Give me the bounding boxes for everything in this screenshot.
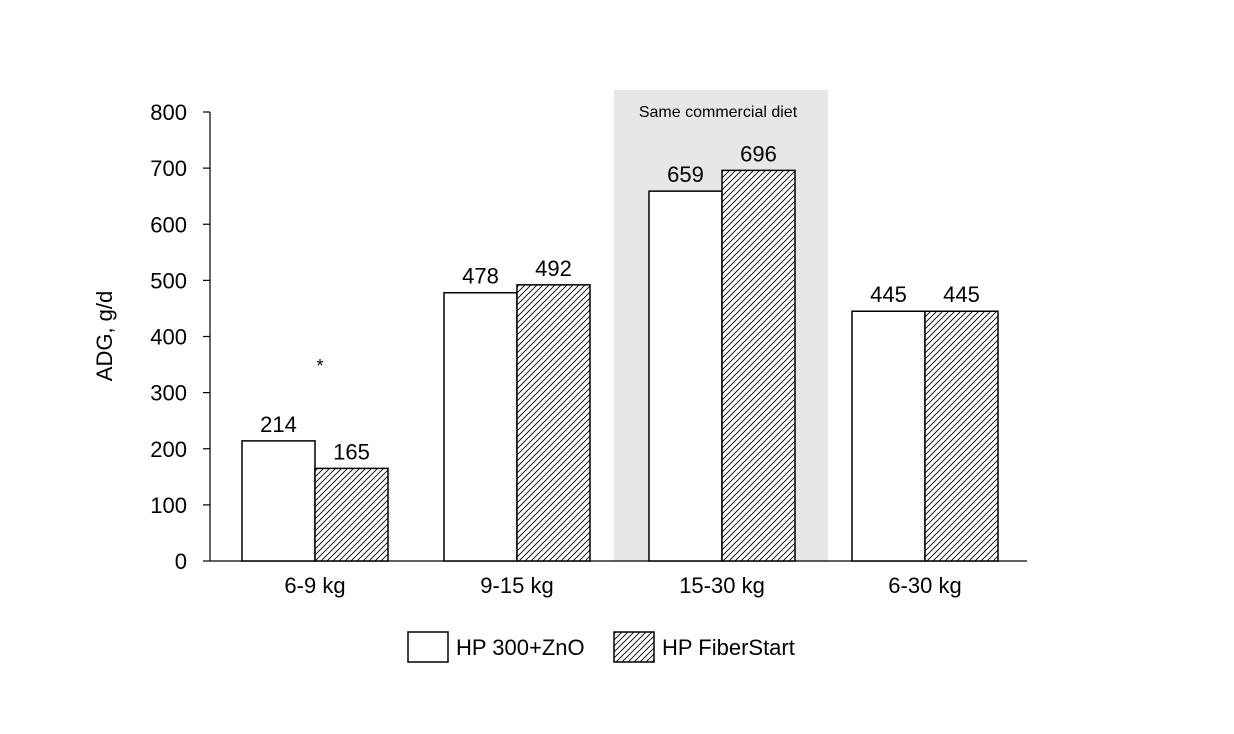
legend-swatch-hp-300-zno — [407, 631, 449, 663]
x-tick-label: 9-15 kg — [480, 573, 553, 598]
y-tick-label: 300 — [150, 381, 187, 406]
data-label: 478 — [462, 264, 499, 289]
category-labels: 6-9 kg 9-15 kg 15-30 kg 6-30 kg — [284, 573, 961, 598]
bar — [721, 169, 796, 562]
bar — [924, 310, 999, 562]
bar — [851, 310, 926, 562]
data-label: 492 — [535, 256, 572, 281]
bar — [516, 284, 591, 562]
data-label: 659 — [667, 162, 704, 187]
bars — [241, 169, 999, 562]
bar — [241, 440, 316, 562]
data-label: 214 — [260, 412, 297, 437]
bar — [648, 190, 723, 562]
shaded-region-label: Same commercial diet — [639, 104, 798, 121]
y-tick-label: 500 — [150, 268, 187, 293]
y-tick-label: 200 — [150, 437, 187, 462]
bar — [314, 467, 389, 562]
y-tick-label: 600 — [150, 212, 187, 237]
data-label: 445 — [943, 282, 980, 307]
x-tick-label: 6-9 kg — [284, 573, 345, 598]
y-tick-label: 800 — [150, 100, 187, 125]
y-tick-label: 0 — [175, 549, 187, 574]
x-tick-label: 15-30 kg — [679, 573, 765, 598]
y-tick-label: 100 — [150, 493, 187, 518]
value-labels: 214 165 478 492 659 696 445 445 — [260, 141, 980, 464]
data-label: 165 — [333, 439, 370, 464]
y-tick-label: 700 — [150, 156, 187, 181]
y-axis-ticks: 0 100 200 300 400 500 600 700 800 — [150, 100, 210, 574]
legend-label-hp-fiberstart: HP FiberStart — [662, 635, 795, 660]
x-tick-label: 6-30 kg — [888, 573, 961, 598]
y-tick-label: 400 — [150, 325, 187, 350]
significance-marker: * — [316, 356, 323, 376]
data-label: 445 — [870, 282, 907, 307]
legend-swatch-hp-fiberstart — [613, 631, 655, 663]
legend-label-hp-300-zno: HP 300+ZnO — [456, 635, 585, 660]
y-axis-label: ADG, g/d — [92, 291, 117, 381]
legend: HP 300+ZnO HP FiberStart — [407, 631, 795, 663]
bar — [443, 291, 518, 562]
data-label: 696 — [740, 141, 777, 166]
